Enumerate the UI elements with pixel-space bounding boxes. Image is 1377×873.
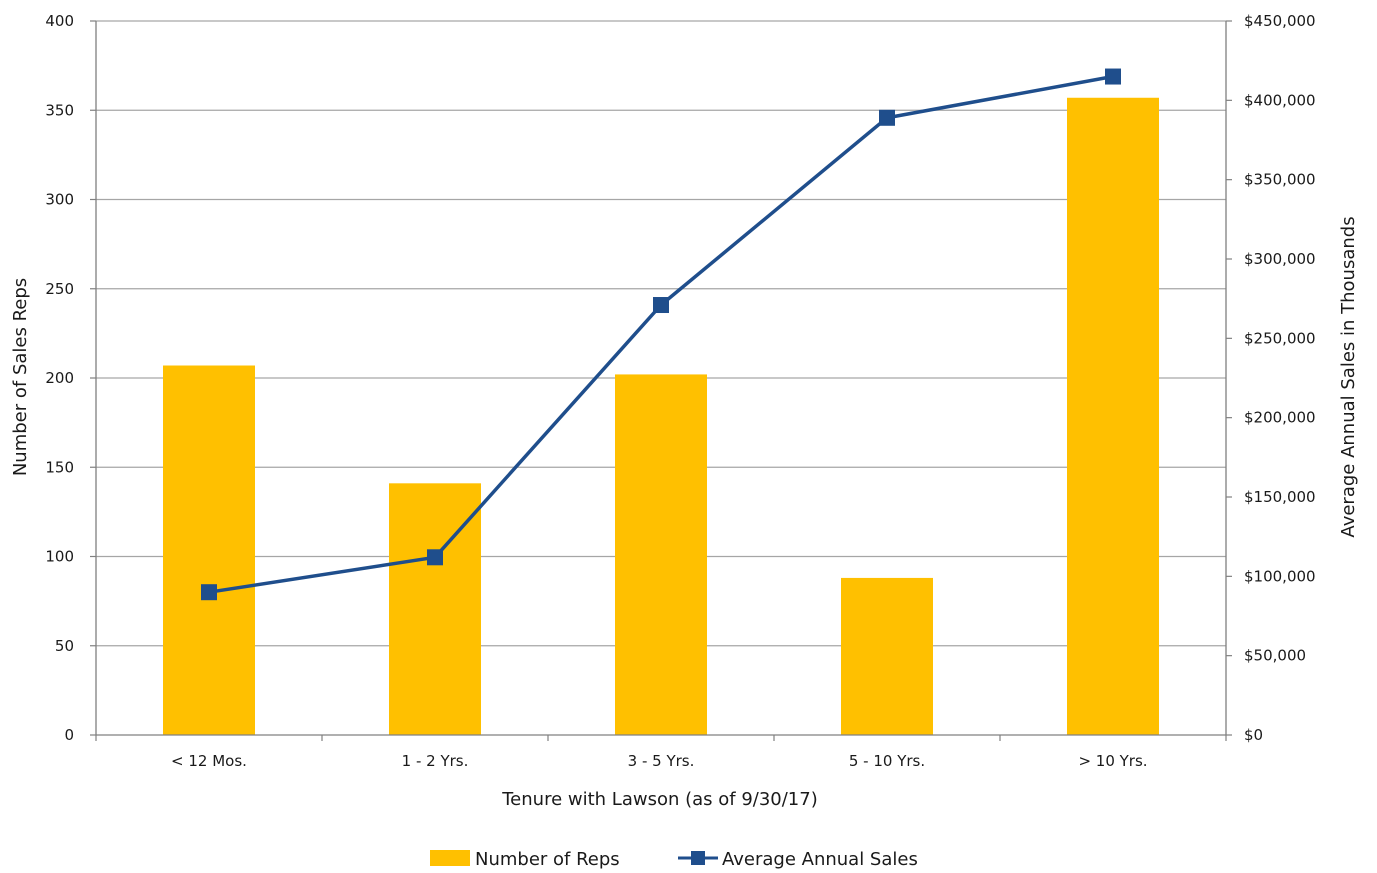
bar xyxy=(615,374,707,735)
y-tick-label: 300 xyxy=(45,191,74,209)
tick-labels: 0 50 100 150 200 250 300 350 400 $0 $50,000 $100,00… xyxy=(45,12,1315,770)
bar xyxy=(1067,97,1159,735)
legend: Number of Reps Average Annual Sales xyxy=(430,849,918,870)
y-tick-label: 100 xyxy=(45,548,74,566)
legend-swatch-number-of-reps xyxy=(430,850,470,866)
axes xyxy=(90,20,1232,741)
x-tick-label: 3 - 5 Yrs. xyxy=(628,752,695,770)
bar xyxy=(841,577,933,735)
x-axis-title: Tenure with Lawson (as of 9/30/17) xyxy=(501,789,817,810)
x-tick-label: > 10 Yrs. xyxy=(1078,752,1147,770)
x-tick-label: 1 - 2 Yrs. xyxy=(402,752,469,770)
point xyxy=(879,109,895,126)
y-tick-label: 50 xyxy=(55,637,74,655)
y-tick-label: 350 xyxy=(45,101,74,119)
bar xyxy=(163,365,255,735)
x-tick-label: 5 - 10 Yrs. xyxy=(849,752,925,770)
point xyxy=(201,584,217,601)
point xyxy=(427,549,443,566)
y2-tick-label: $400,000 xyxy=(1244,91,1316,109)
y-tick-label: 200 xyxy=(45,369,74,387)
y2-tick-label: $100,000 xyxy=(1244,567,1316,585)
y2-tick-label: $150,000 xyxy=(1244,488,1316,506)
y2-tick-label: $450,000 xyxy=(1244,12,1316,30)
y2-tick-label: $200,000 xyxy=(1244,409,1316,427)
legend-marker-average-annual-sales xyxy=(691,851,705,865)
y2-tick-label: $250,000 xyxy=(1244,329,1316,347)
point xyxy=(1105,68,1121,85)
y2-tick-label: $0 xyxy=(1244,726,1263,744)
legend-label-number-of-reps: Number of Reps xyxy=(475,849,620,870)
legend-label-average-annual-sales: Average Annual Sales xyxy=(722,849,918,870)
y2-tick-label: $350,000 xyxy=(1244,171,1316,189)
y-tick-label: 400 xyxy=(45,12,74,30)
y2-tick-label: $50,000 xyxy=(1244,647,1306,665)
bar-series xyxy=(163,97,1159,735)
line-series xyxy=(201,68,1121,601)
y2-tick-label: $300,000 xyxy=(1244,250,1316,268)
y-tick-label: 150 xyxy=(45,458,74,476)
y-tick-label: 0 xyxy=(64,726,74,744)
y-axis-title: Number of Sales Reps xyxy=(10,278,31,476)
y-tick-label: 250 xyxy=(45,280,74,298)
x-tick-label: < 12 Mos. xyxy=(171,752,247,770)
point xyxy=(653,297,669,314)
y2-axis-title: Average Annual Sales in Thousands xyxy=(1338,216,1359,537)
